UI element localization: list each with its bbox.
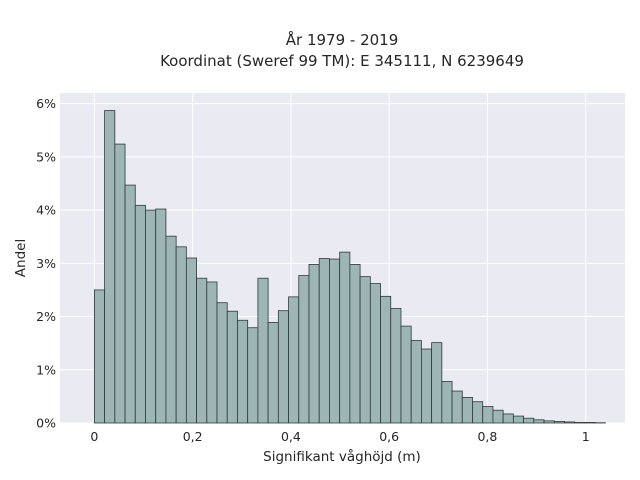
histogram-bar bbox=[369, 283, 381, 424]
histogram-bar bbox=[298, 275, 310, 424]
y-axis-ticks: 0% 1% 2% 3% 4% 5% 6% bbox=[36, 96, 56, 430]
histogram-bar bbox=[288, 296, 300, 424]
histogram-bar bbox=[380, 295, 392, 424]
histogram-bar bbox=[400, 325, 412, 424]
histogram-bar bbox=[329, 258, 341, 424]
histogram-bar bbox=[134, 204, 146, 424]
histogram-bar bbox=[216, 302, 228, 424]
histogram-bar bbox=[553, 421, 565, 424]
histogram-bar bbox=[155, 208, 167, 424]
histogram-bar bbox=[104, 110, 116, 424]
histogram-bar bbox=[472, 401, 484, 424]
x-tick-label: 0 bbox=[90, 429, 98, 444]
x-tick-label: 0,4 bbox=[281, 429, 301, 444]
y-tick-label: 3% bbox=[36, 256, 56, 271]
histogram-bar bbox=[165, 235, 177, 424]
histogram-bar bbox=[247, 327, 259, 424]
histogram-bar bbox=[93, 289, 106, 424]
histogram-bar bbox=[257, 277, 269, 424]
histogram-bar bbox=[533, 419, 545, 424]
histogram-bar bbox=[584, 422, 596, 424]
chart-title-line2: Koordinat (Sweref 99 TM): E 345111, N 62… bbox=[160, 52, 524, 70]
histogram-bar bbox=[308, 263, 320, 424]
histogram-bar bbox=[492, 409, 504, 424]
x-tick-label: 0,8 bbox=[477, 429, 497, 444]
histogram-bar bbox=[431, 342, 443, 424]
x-tick-label: 1 bbox=[582, 429, 590, 444]
histogram-bar bbox=[185, 257, 197, 424]
histogram-bar bbox=[482, 406, 494, 424]
histogram-bar bbox=[543, 420, 555, 424]
y-tick-label: 0% bbox=[36, 416, 56, 431]
histogram-bar bbox=[421, 348, 433, 424]
histogram-bars bbox=[93, 110, 606, 424]
histogram-bar bbox=[175, 246, 187, 424]
histogram-bar bbox=[410, 340, 422, 424]
histogram-bar bbox=[196, 277, 208, 424]
histogram-bar bbox=[461, 397, 473, 424]
histogram-bar bbox=[124, 184, 136, 424]
histogram-bar bbox=[206, 281, 218, 424]
histogram-bar bbox=[114, 143, 126, 424]
y-tick-label: 6% bbox=[36, 96, 56, 111]
histogram-bar bbox=[512, 415, 524, 424]
y-tick-label: 5% bbox=[36, 149, 56, 164]
x-axis-label: Signifikant våghöjd (m) bbox=[263, 448, 421, 465]
histogram-bar bbox=[564, 421, 576, 424]
histogram-bar bbox=[226, 310, 238, 424]
histogram-bar bbox=[359, 276, 371, 424]
histogram-bar bbox=[574, 422, 586, 424]
y-axis-label: Andel bbox=[13, 239, 29, 277]
histogram-bar bbox=[349, 263, 361, 424]
histogram-bar bbox=[523, 417, 535, 424]
histogram-bar bbox=[390, 308, 402, 424]
x-tick-label: 0,6 bbox=[379, 429, 399, 444]
histogram-bar bbox=[145, 209, 157, 424]
chart-title-line1: År 1979 - 2019 bbox=[286, 30, 399, 49]
histogram-bar bbox=[237, 319, 249, 424]
histogram-bar bbox=[451, 390, 463, 424]
histogram-bar bbox=[441, 381, 453, 424]
x-tick-label: 0,2 bbox=[183, 429, 203, 444]
histogram-bar bbox=[277, 310, 289, 424]
histogram-bar bbox=[318, 258, 330, 424]
x-axis-ticks: 0 0,2 0,4 0,6 0,8 1 bbox=[90, 429, 589, 444]
histogram-bar bbox=[267, 322, 279, 424]
y-tick-label: 1% bbox=[36, 362, 56, 377]
histogram-bar bbox=[339, 251, 351, 424]
y-tick-label: 2% bbox=[36, 309, 56, 324]
y-tick-label: 4% bbox=[36, 203, 56, 218]
histogram-bar bbox=[502, 413, 514, 424]
